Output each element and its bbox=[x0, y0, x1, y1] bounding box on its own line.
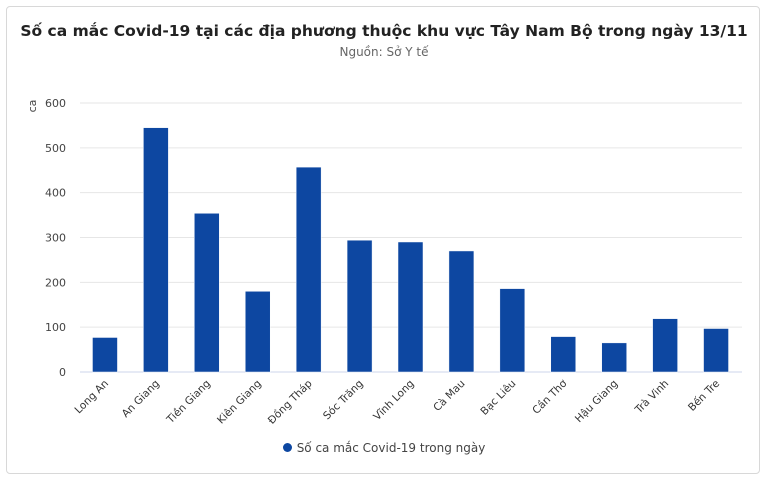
y-tick-label: 200 bbox=[45, 276, 66, 289]
x-tick-label: Sóc Trăng bbox=[321, 378, 366, 423]
bar-1 bbox=[143, 127, 169, 373]
bar-6 bbox=[397, 241, 424, 373]
bar-0 bbox=[92, 337, 118, 373]
chart-subtitle: Nguồn: Sở Y tế bbox=[339, 45, 429, 59]
bar-9 bbox=[550, 336, 577, 373]
y-tick-label: 100 bbox=[45, 321, 66, 334]
x-tick-label: Kiên Giang bbox=[215, 378, 264, 427]
bar-8 bbox=[499, 288, 526, 373]
bar-4 bbox=[295, 166, 322, 373]
bar-10 bbox=[601, 342, 627, 373]
legend-label: Số ca mắc Covid-19 trong ngày bbox=[296, 441, 486, 455]
bar-11 bbox=[652, 318, 678, 373]
chart-card bbox=[6, 6, 760, 474]
y-axis-label: ca bbox=[26, 100, 39, 113]
bar-7 bbox=[448, 250, 475, 373]
x-tick-label: Cần Thơ bbox=[530, 377, 569, 416]
x-tick-label: Trà Vinh bbox=[632, 378, 671, 417]
y-tick-label: 400 bbox=[45, 187, 66, 200]
legend[interactable]: Số ca mắc Covid-19 trong ngày bbox=[0, 441, 768, 455]
x-tick-label: Tiền Giang bbox=[164, 378, 213, 427]
y-tick-label: 500 bbox=[45, 142, 66, 155]
bar-2 bbox=[194, 213, 220, 373]
y-tick-label: 0 bbox=[59, 366, 66, 379]
x-tick-label: Bạc Liêu bbox=[478, 378, 518, 418]
chart-title: Số ca mắc Covid-19 tại các địa phương th… bbox=[20, 22, 748, 40]
y-tick-label: 600 bbox=[45, 97, 66, 110]
x-tick-label: Bến Tre bbox=[686, 378, 722, 414]
x-tick-label: Đồng Tháp bbox=[266, 377, 315, 426]
x-tick-label: An Giang bbox=[120, 378, 162, 420]
y-tick-label: 300 bbox=[45, 232, 66, 245]
legend-marker bbox=[282, 443, 292, 452]
bar-3 bbox=[244, 291, 271, 373]
x-tick-label: Vĩnh Long bbox=[371, 378, 416, 423]
x-tick-label: Hậu Giang bbox=[573, 378, 620, 425]
x-tick-label: Cà Mau bbox=[431, 378, 467, 414]
x-tick-label: Long An bbox=[72, 378, 111, 417]
bar-5 bbox=[346, 239, 373, 373]
bar-12 bbox=[703, 328, 729, 373]
